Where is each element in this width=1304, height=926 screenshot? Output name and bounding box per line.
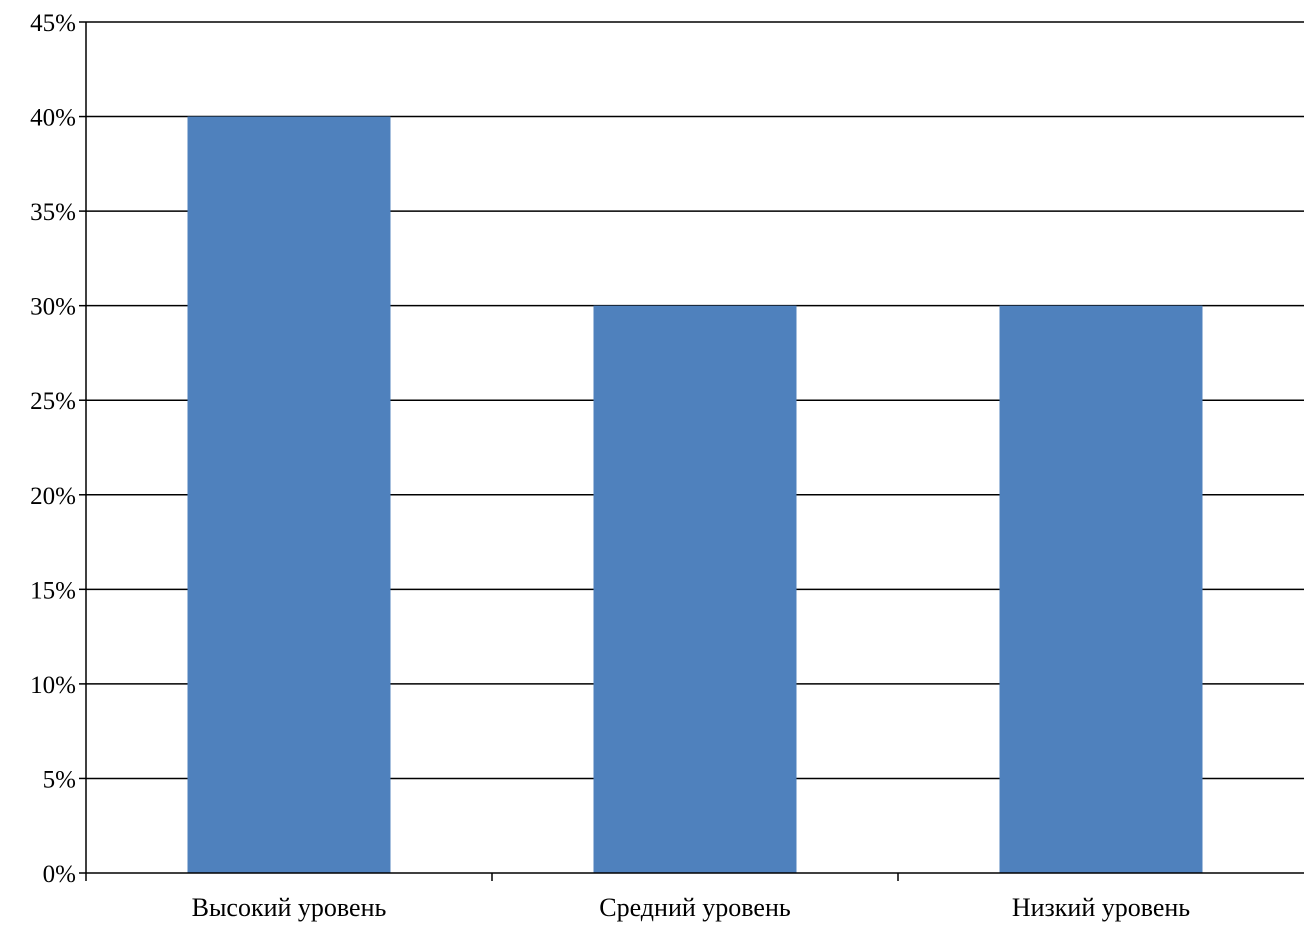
x-category-label: Низкий уровень (1012, 893, 1190, 922)
x-category-label: Высокий уровень (192, 893, 387, 922)
bar (187, 116, 391, 874)
axes (79, 21, 1304, 881)
y-tick-label: 45% (30, 10, 76, 37)
y-tick-label: 5% (43, 766, 76, 793)
y-tick-label: 30% (30, 294, 76, 321)
x-category-label: Средний уровень (599, 893, 791, 922)
bars (187, 116, 1203, 874)
y-tick-label: 0% (43, 861, 76, 888)
bar (593, 305, 797, 874)
y-tick-label: 10% (30, 672, 76, 699)
y-tick-label: 35% (30, 199, 76, 226)
y-tick-label: 25% (30, 388, 76, 415)
y-tick-label: 15% (30, 577, 76, 604)
bar (999, 305, 1203, 874)
y-tick-label: 20% (30, 483, 76, 510)
y-tick-label: 40% (30, 105, 76, 132)
labels: 0% 5% 10% 15% 20% 25% 30% 35% 40% 45% Высокий уров… (30, 10, 1190, 922)
